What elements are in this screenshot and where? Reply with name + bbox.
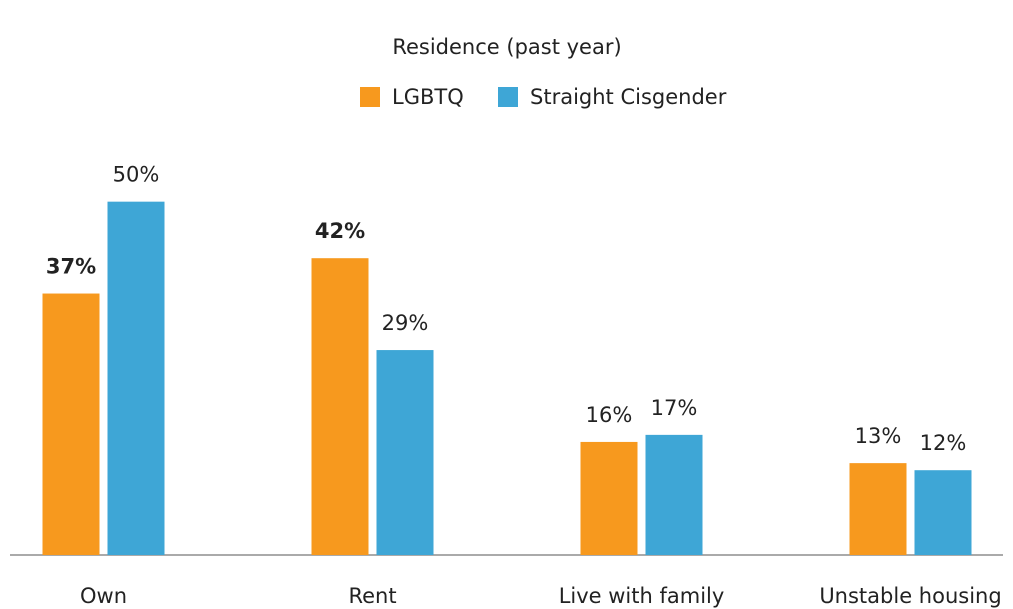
value-label: 13% bbox=[855, 424, 902, 448]
legend-swatch bbox=[360, 87, 380, 107]
bar bbox=[914, 470, 972, 555]
legend-label: LGBTQ bbox=[392, 85, 464, 109]
bar bbox=[580, 441, 638, 555]
bar bbox=[376, 350, 434, 555]
value-label: 12% bbox=[920, 431, 967, 455]
bar bbox=[42, 293, 100, 555]
value-label: 16% bbox=[586, 403, 633, 427]
bar bbox=[311, 258, 369, 555]
bar bbox=[107, 201, 165, 555]
value-label: 37% bbox=[46, 255, 96, 279]
legend-label: Straight Cisgender bbox=[530, 85, 727, 109]
value-label: 42% bbox=[315, 219, 365, 243]
value-label: 50% bbox=[113, 163, 160, 187]
x-tick-label: Own bbox=[80, 584, 127, 608]
x-tick-label: Live with family bbox=[559, 584, 725, 608]
bar bbox=[849, 463, 907, 555]
chart-title: Residence (past year) bbox=[392, 35, 621, 59]
value-label: 29% bbox=[382, 311, 429, 335]
bar bbox=[645, 434, 703, 555]
legend-swatch bbox=[498, 87, 518, 107]
value-label: 17% bbox=[651, 396, 698, 420]
x-tick-label: Unstable housing bbox=[819, 584, 1001, 608]
x-tick-label: Rent bbox=[348, 584, 396, 608]
